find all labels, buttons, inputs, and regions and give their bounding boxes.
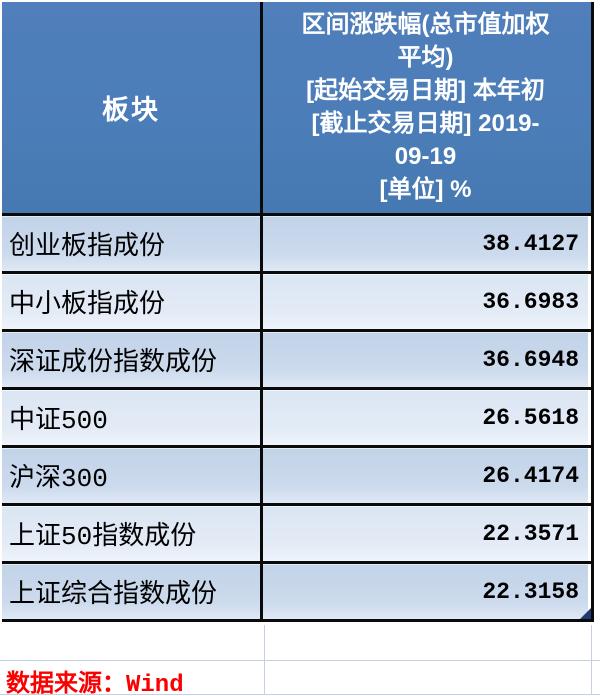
table-row: 创业板指成份 38.4127 bbox=[2, 213, 591, 271]
row-value: 22.3158 bbox=[263, 564, 588, 619]
row-value: 36.6983 bbox=[263, 274, 588, 329]
table-row: 上证综合指数成份 22.3158 bbox=[2, 561, 591, 619]
header-line: 09-19 bbox=[394, 143, 457, 170]
row-label: 上证50指数成份 bbox=[2, 506, 263, 561]
row-label: 中小板指成份 bbox=[2, 274, 263, 329]
table-row: 深证成份指数成份 36.6948 bbox=[2, 329, 591, 387]
row-label: 沪深300 bbox=[2, 448, 263, 503]
footer-gridline-horizontal bbox=[0, 660, 600, 661]
row-label: 中证500 bbox=[2, 390, 263, 445]
row-label: 创业板指成份 bbox=[2, 216, 263, 271]
table-row: 中小板指成份 36.6983 bbox=[2, 271, 591, 329]
row-value: 26.5618 bbox=[263, 390, 588, 445]
header-line: 区间涨跌幅(总市值加权 bbox=[301, 11, 550, 38]
table-header-row: 板块 区间涨跌幅(总市值加权 平均) [起始交易日期] 本年初 [截止交易日期]… bbox=[2, 2, 591, 213]
row-label: 深证成份指数成份 bbox=[2, 332, 263, 387]
header-line: [单位] % bbox=[379, 176, 472, 203]
footer-gridline-horizontal bbox=[0, 694, 600, 695]
row-label: 上证综合指数成份 bbox=[2, 564, 263, 619]
footer-gridline-vertical bbox=[591, 625, 592, 694]
header-line: [截止交易日期] 2019- bbox=[311, 110, 540, 137]
fill-handle-triangle-icon bbox=[580, 608, 591, 619]
table-row: 上证50指数成份 22.3571 bbox=[2, 503, 591, 561]
data-table: 板块 区间涨跌幅(总市值加权 平均) [起始交易日期] 本年初 [截止交易日期]… bbox=[2, 2, 594, 622]
table-row: 中证500 26.5618 bbox=[2, 387, 591, 445]
header-line: [起始交易日期] 本年初 bbox=[306, 77, 545, 104]
row-value: 26.4174 bbox=[263, 448, 588, 503]
header-line: 平均) bbox=[397, 44, 454, 71]
row-value: 38.4127 bbox=[263, 216, 588, 271]
header-cell-sector: 板块 bbox=[2, 2, 263, 213]
row-value: 22.3571 bbox=[263, 506, 588, 561]
row-value: 36.6948 bbox=[263, 332, 588, 387]
header-cell-range-change: 区间涨跌幅(总市值加权 平均) [起始交易日期] 本年初 [截止交易日期] 20… bbox=[263, 2, 588, 213]
header-sector-label: 板块 bbox=[102, 95, 160, 125]
table-row: 沪深300 26.4174 bbox=[2, 445, 591, 503]
data-source-label: 数据来源：Wind bbox=[6, 672, 184, 696]
footer-gridline-vertical bbox=[264, 625, 265, 694]
